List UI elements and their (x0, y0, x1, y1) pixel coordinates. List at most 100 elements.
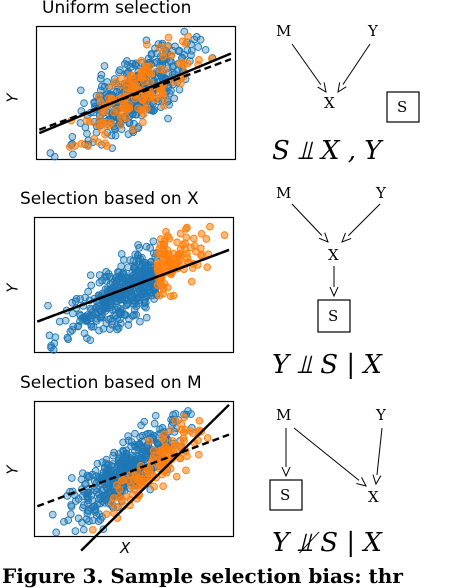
data-point-all (76, 86, 85, 95)
data-point-all (131, 250, 140, 259)
data-point-selected (183, 253, 192, 262)
data-point-all (123, 61, 132, 69)
node-m: M (276, 184, 291, 202)
node-s: S (397, 98, 407, 116)
edge-m-x (291, 43, 326, 92)
data-point-all (142, 313, 151, 322)
data-point-selected (163, 283, 172, 292)
data-point-all (52, 528, 61, 537)
data-point-all (140, 299, 149, 307)
data-point-selected (154, 250, 162, 259)
data-point-all (97, 494, 105, 503)
data-point-selected (140, 477, 149, 486)
data-point-selected (155, 291, 164, 300)
data-point-selected (166, 292, 175, 301)
data-point-all (87, 322, 96, 331)
data-point-all (110, 276, 119, 285)
data-point-all (91, 508, 99, 516)
data-point-all (68, 132, 77, 141)
data-point-all (100, 62, 109, 70)
data-point-all (151, 411, 160, 420)
causal-graph-select-x: M Y X S (276, 184, 387, 333)
data-point-all (187, 410, 195, 418)
data-point-all (105, 325, 114, 333)
data-point-selected (158, 434, 167, 443)
data-point-all (63, 333, 72, 342)
data-point-selected (202, 235, 211, 243)
data-point-selected (150, 482, 158, 491)
data-point-selected (100, 107, 109, 116)
data-point-selected (96, 98, 105, 106)
data-point-selected (103, 142, 111, 150)
data-point-all (146, 244, 154, 252)
data-point-all (46, 149, 55, 157)
data-point-selected (171, 440, 180, 449)
data-point-all (156, 425, 164, 434)
data-point-selected (115, 485, 124, 494)
data-point-all (130, 311, 138, 319)
data-point-selected (141, 97, 150, 106)
data-point-selected (128, 125, 137, 134)
data-point-all (60, 517, 68, 526)
data-point-selected (118, 495, 126, 504)
data-point-all (76, 310, 84, 319)
data-point-all (97, 71, 106, 79)
independence-formula: S ⫫ X , Y (272, 136, 382, 166)
node-s-box (269, 479, 303, 511)
data-point-all (146, 289, 155, 297)
data-point-selected (82, 116, 91, 125)
data-point-all (174, 47, 183, 56)
data-point-selected (141, 469, 150, 477)
y-axis-label: Y (3, 283, 22, 293)
data-point-all (89, 322, 98, 331)
data-point-all (152, 58, 161, 66)
data-point-selected (206, 222, 214, 231)
data-point-selected (181, 239, 189, 248)
data-point-all (116, 66, 124, 74)
data-point-selected (172, 472, 181, 481)
data-point-all (113, 303, 122, 312)
data-point-all (124, 321, 133, 329)
node-m: M (276, 406, 291, 424)
edge-y-x (342, 203, 381, 242)
data-point-selected (165, 257, 174, 266)
data-point-all (81, 480, 89, 489)
regression-line-selected (80, 403, 230, 552)
data-point-selected (102, 510, 111, 519)
independence-formula: Y ⫫̸ S | X (272, 528, 382, 558)
data-point-all (99, 468, 108, 477)
data-point-all (126, 256, 135, 264)
data-point-all (122, 446, 131, 455)
scatter-plot-select-m (33, 400, 235, 552)
data-point-all (66, 327, 75, 336)
node-s: S (328, 307, 338, 325)
y-axis-label: Y (3, 465, 22, 475)
node-s-box (386, 91, 420, 123)
data-point-all (150, 419, 159, 428)
data-point-all (126, 454, 134, 462)
data-point-selected (155, 461, 164, 469)
data-point-all (97, 312, 106, 321)
causal-graph-uniform: M Y X S (276, 22, 420, 123)
data-point-all (48, 510, 57, 519)
data-point-all (175, 85, 184, 94)
data-point-all (138, 253, 146, 262)
node-x: X (328, 246, 339, 264)
data-point-all (103, 272, 111, 281)
data-point-selected (176, 454, 185, 463)
panel-title-uniform: Uniform selection (42, 0, 192, 18)
data-point-selected (138, 66, 147, 75)
data-point-all (108, 284, 117, 292)
data-point-all (69, 150, 77, 159)
data-point-all (117, 295, 126, 304)
data-point-selected (139, 118, 147, 127)
data-point-selected (160, 66, 169, 74)
causal-graph-select-m: M Y X S (269, 406, 387, 511)
data-point-all (113, 322, 121, 331)
data-point-all (64, 516, 73, 525)
data-point-selected (179, 60, 188, 69)
data-point-selected (187, 277, 196, 286)
scatter-plot-select-x (33, 216, 235, 354)
data-point-all (136, 433, 144, 441)
y-axis-label: Y (3, 93, 22, 103)
